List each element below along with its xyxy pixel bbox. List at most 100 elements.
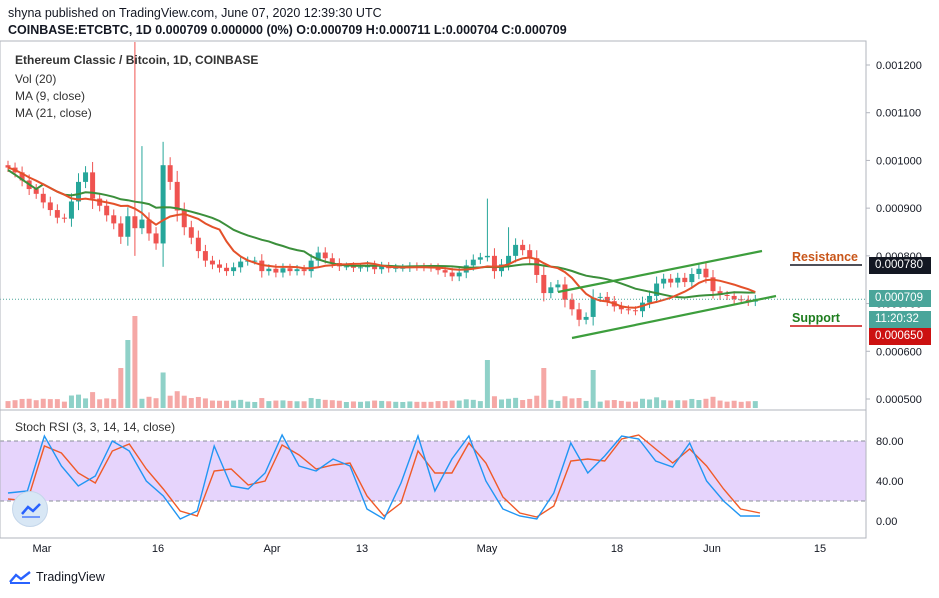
price-tick-label: 0.000500 <box>876 394 922 406</box>
candle-body <box>379 266 385 270</box>
candle-body <box>343 266 349 268</box>
volume-bar <box>280 400 286 408</box>
candle-body <box>724 294 730 296</box>
candle-body <box>97 198 103 206</box>
volume-bar <box>132 316 138 408</box>
price-tick-label: 0.001000 <box>876 155 922 167</box>
candle-body <box>654 283 660 296</box>
volume-bar <box>54 399 60 408</box>
candle-body <box>696 268 702 274</box>
candle-body <box>484 255 490 258</box>
legend-ma9[interactable]: MA (9, close) <box>15 89 86 103</box>
legend-ma21[interactable]: MA (21, close) <box>15 106 92 120</box>
volume-bar <box>745 401 751 408</box>
volume-bar <box>146 396 152 408</box>
candle-body <box>618 306 624 310</box>
volume-bar <box>68 395 74 408</box>
volume-bar <box>675 400 681 408</box>
volume-bar <box>188 398 194 408</box>
volume-bar <box>463 399 469 408</box>
volume-bar <box>259 398 265 408</box>
resistance-price-tag: 0.000780 <box>869 257 931 274</box>
volume-bar <box>160 372 166 408</box>
candle-body <box>520 244 526 251</box>
candle-body <box>625 309 631 311</box>
volume-bar <box>343 402 349 408</box>
volume-bar <box>365 401 371 408</box>
chart-title: Ethereum Classic / Bitcoin, 1D, COINBASE <box>15 53 259 67</box>
candle-body <box>294 269 300 272</box>
volume-bar <box>562 396 568 408</box>
volume-bar <box>111 398 117 408</box>
volume-bar <box>499 399 504 408</box>
legend-volume[interactable]: Vol (20) <box>15 72 57 86</box>
candle-body <box>632 310 638 312</box>
support-label: Support <box>792 311 840 325</box>
candle-body <box>477 257 483 260</box>
volume-bar <box>611 400 617 408</box>
volume-bar <box>682 400 688 408</box>
candle-body <box>153 233 159 244</box>
volume-bar <box>484 360 490 408</box>
volume-bar <box>125 340 131 408</box>
volume-bar <box>442 401 448 408</box>
tradingview-logo[interactable]: TradingView <box>8 570 105 584</box>
channel-upper-line <box>557 249 763 294</box>
time-tick-label: May <box>477 543 498 555</box>
candle-body <box>541 274 547 294</box>
volume-bar <box>449 400 455 408</box>
candle-body <box>710 277 716 292</box>
volume-bar <box>548 399 554 408</box>
candle-body <box>47 202 53 211</box>
volume-bar <box>400 402 406 408</box>
volume-bar <box>470 399 476 408</box>
candle-body <box>717 291 723 295</box>
resistance-label: Resistance <box>792 250 859 264</box>
candle-body <box>125 216 131 237</box>
candle-body <box>576 309 582 320</box>
volume-bar <box>97 399 103 408</box>
candle-body <box>315 252 321 261</box>
candle-body <box>358 267 363 269</box>
candle-body <box>731 295 737 300</box>
candle-body <box>5 165 11 168</box>
time-tick-label: Mar <box>33 543 52 555</box>
volume-bar <box>322 399 328 408</box>
candle-body <box>54 210 60 218</box>
volume-bar <box>167 395 173 408</box>
volume-bar <box>414 401 420 408</box>
candle-body <box>146 219 152 234</box>
time-tick-label: 16 <box>152 543 164 555</box>
volume-bar <box>717 400 723 408</box>
candle-body <box>202 251 208 261</box>
candle-body <box>647 295 653 303</box>
channel-lower-line <box>571 294 777 340</box>
candle-body <box>590 297 596 317</box>
tradingview-badge-icon[interactable] <box>12 491 48 527</box>
candle-body <box>689 273 695 283</box>
candle-body <box>217 264 222 268</box>
candle-countdown-tag: 11:20:32 <box>869 311 931 328</box>
candle-body <box>372 265 378 270</box>
volume-bar <box>710 396 716 408</box>
volume-bar <box>541 368 547 408</box>
volume-bar <box>238 399 244 408</box>
candle-body <box>301 269 307 272</box>
price-tick-label: 0.000900 <box>876 203 922 215</box>
volume-bar <box>350 401 356 408</box>
candle-body <box>132 216 138 229</box>
time-tick-label: 15 <box>814 543 826 555</box>
volume-bar <box>174 391 180 408</box>
volume-bar <box>358 401 363 408</box>
volume-bar <box>61 401 67 408</box>
publish-info: shyna published on TradingView.com, June… <box>8 6 382 20</box>
volume-bar <box>583 400 589 408</box>
volume-bar <box>477 401 483 408</box>
symbol-ohlc-line: COINBASE:ETCBTC, 1D 0.000709 0.000000 (0… <box>8 23 567 37</box>
volume-bar <box>428 401 434 408</box>
volume-bar <box>308 398 314 408</box>
candle-body <box>252 260 258 262</box>
volume-bar <box>407 401 413 408</box>
stoch-rsi-title[interactable]: Stoch RSI (3, 3, 14, 14, close) <box>15 420 176 434</box>
